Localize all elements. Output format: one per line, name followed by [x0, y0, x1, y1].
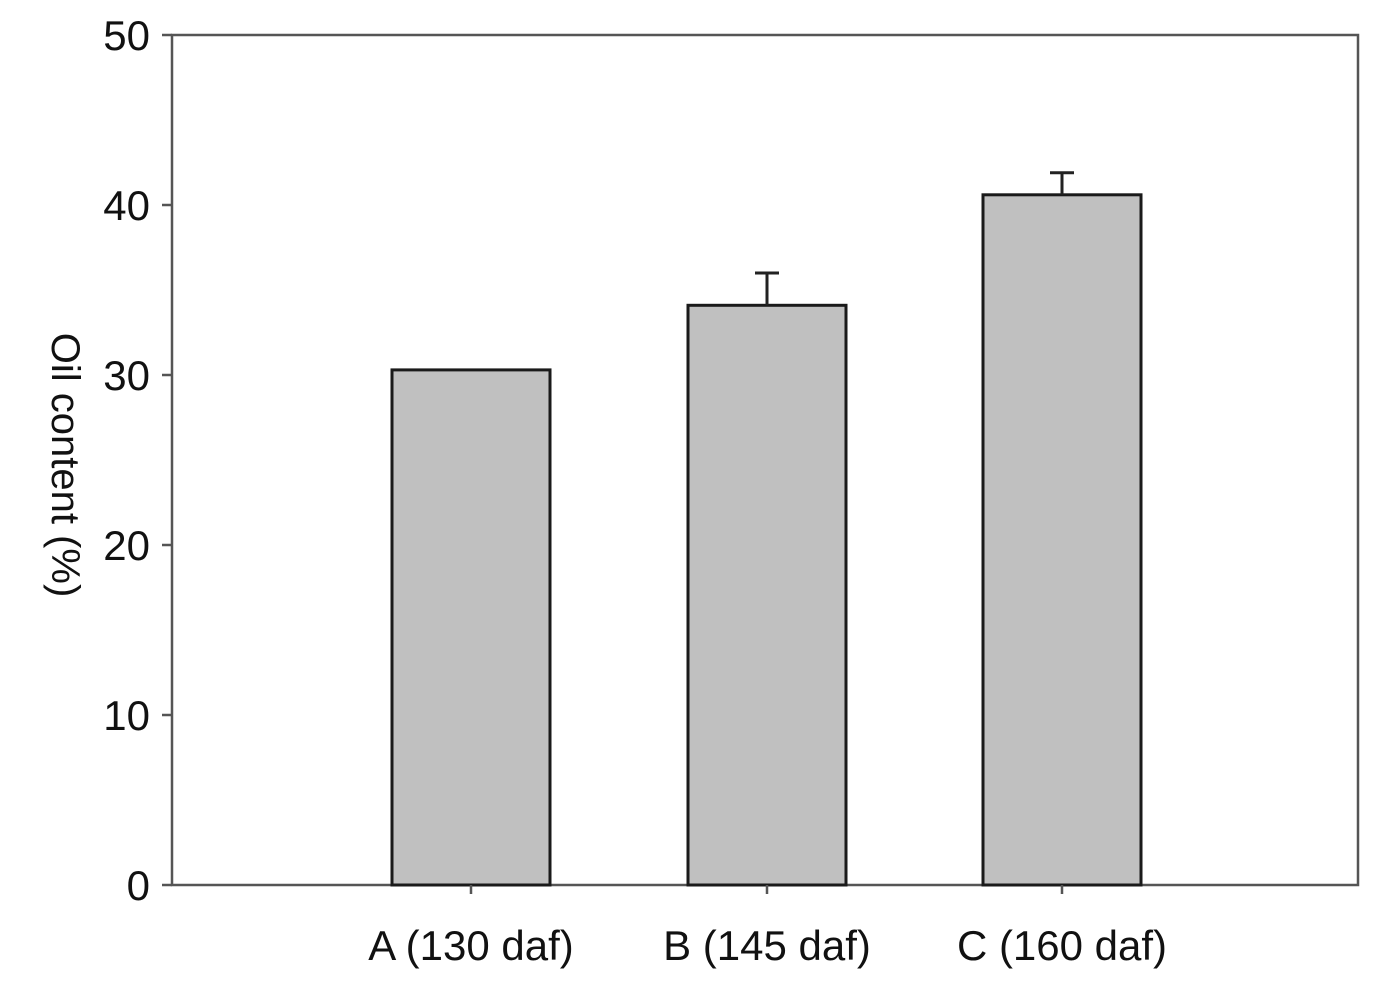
y-tick-label: 30: [103, 352, 150, 399]
bar-0: [390, 368, 552, 887]
bar-1: [686, 303, 848, 887]
x-tick-label: B (145 daf): [663, 922, 871, 969]
y-tick-label: 0: [127, 862, 150, 909]
y-tick-label: 40: [103, 182, 150, 229]
x-axis: A (130 daf) B (145 daf) C (160 daf): [368, 885, 1167, 969]
x-tick-label: C (160 daf): [957, 922, 1167, 969]
x-tick-label: A (130 daf): [368, 922, 573, 969]
y-tick-label: 20: [103, 522, 150, 569]
error-bars-group: [755, 171, 1074, 306]
y-axis: 0 10 20 30 40 50: [103, 12, 172, 909]
y-tick-label: 50: [103, 12, 150, 59]
y-tick-label: 10: [103, 692, 150, 739]
bar-2: [981, 193, 1143, 887]
y-axis-title: Oil content (%): [43, 333, 87, 598]
